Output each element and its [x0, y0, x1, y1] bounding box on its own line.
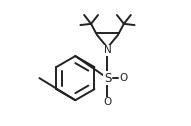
Text: N: N	[104, 45, 111, 55]
Text: O: O	[103, 97, 112, 107]
Text: O: O	[119, 73, 127, 83]
Text: S: S	[104, 72, 111, 85]
